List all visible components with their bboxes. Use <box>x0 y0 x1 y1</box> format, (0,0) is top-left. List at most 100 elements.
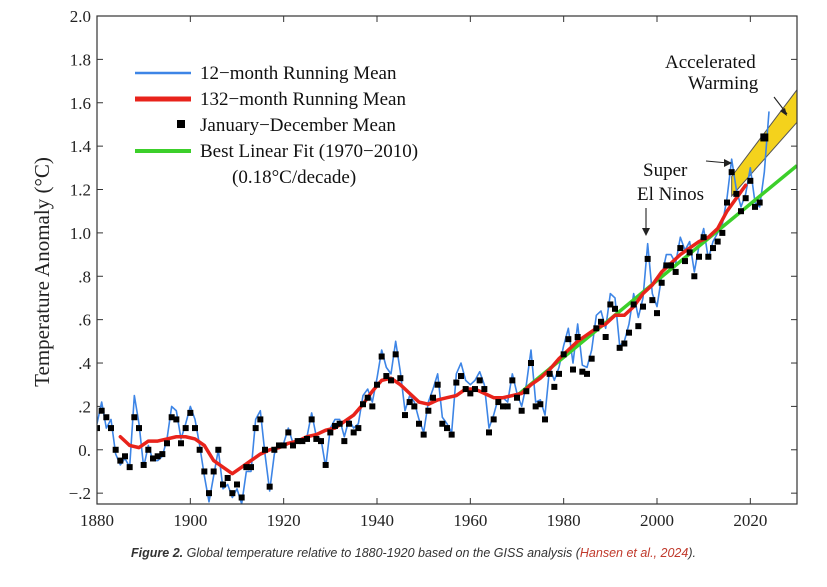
x-tick-label: 1880 <box>80 511 114 530</box>
annotation-super-arrowhead-left <box>642 228 650 236</box>
annual-mean-point <box>546 370 553 377</box>
annual-mean-point <box>173 416 180 423</box>
legend-label-12month: 12−month Running Mean <box>200 63 397 84</box>
annual-mean-point <box>346 420 352 427</box>
annual-mean-point <box>490 416 497 423</box>
annual-mean-point <box>112 446 119 453</box>
annual-mean-point <box>360 401 366 408</box>
y-tick-label: 1.2 <box>70 181 91 200</box>
annual-mean-point <box>472 386 478 393</box>
annual-mean-point <box>434 381 441 388</box>
annual-mean-point <box>509 377 516 384</box>
annual-mean-point <box>649 297 656 304</box>
annual-mean-point <box>584 370 590 377</box>
annual-mean-point <box>607 301 614 308</box>
caption-text: Global temperature relative to 1880-1920… <box>183 546 580 560</box>
annual-mean-point <box>677 245 684 252</box>
annual-mean-point <box>280 442 287 449</box>
accelerated-warming-band <box>731 88 797 198</box>
annual-mean-point <box>504 403 511 410</box>
legend-label-fit: Best Linear Fit (1970−2010) <box>200 141 418 162</box>
annotation-super-arrowhead-right <box>724 159 732 167</box>
annual-mean-point <box>570 366 576 373</box>
annual-mean-point <box>626 329 632 336</box>
annual-mean-point <box>682 258 688 265</box>
annual-mean-point <box>458 373 464 380</box>
annual-mean-point <box>285 429 292 436</box>
annual-mean-point <box>710 245 716 252</box>
annual-mean-point <box>635 323 642 330</box>
annotation-accelerated-arrowhead <box>780 108 787 116</box>
annual-mean-point <box>168 414 175 421</box>
x-tick-label: 2020 <box>733 511 767 530</box>
annual-mean-point <box>364 394 371 401</box>
annual-mean-point <box>229 490 236 497</box>
annual-mean-point <box>742 195 749 202</box>
y-tick-label: .8 <box>78 267 91 286</box>
annual-mean-point <box>196 446 203 453</box>
annual-mean-point <box>760 133 769 142</box>
annual-mean-point <box>481 386 488 393</box>
annual-mean-point <box>448 431 455 438</box>
annual-mean-point <box>388 377 394 384</box>
annual-mean-point <box>411 403 418 410</box>
figure-caption: Figure 2. Global temperature relative to… <box>0 546 827 560</box>
annual-mean-point <box>658 279 665 286</box>
annual-mean-point <box>486 429 492 436</box>
annual-mean-point <box>747 177 754 184</box>
annual-mean-point <box>201 468 208 475</box>
annual-mean-point <box>187 409 194 416</box>
annual-mean-point <box>122 453 128 460</box>
annotation-accelerated-line2: Warming <box>688 73 759 94</box>
annual-mean-point <box>616 344 623 351</box>
annotation-accelerated-line1: Accelerated <box>665 52 756 73</box>
annual-mean-point <box>332 422 338 429</box>
annual-mean-point <box>691 273 698 280</box>
annual-mean-point <box>518 407 525 414</box>
annual-mean-point <box>140 461 147 468</box>
annual-mean-point <box>336 420 343 427</box>
annual-mean-point <box>313 435 320 442</box>
annual-mean-point <box>164 440 170 447</box>
legend-label-132month: 132−month Running Mean <box>200 89 406 110</box>
annual-mean-point <box>672 268 679 275</box>
y-axis-title: Temperature Anomaly (°C) <box>30 157 54 387</box>
annual-mean-point <box>117 457 124 464</box>
annual-mean-point <box>696 253 702 260</box>
annual-mean-point <box>579 368 586 375</box>
annual-mean-point <box>378 353 385 360</box>
annual-mean-point <box>752 203 758 210</box>
annual-mean-point <box>210 468 217 475</box>
annual-mean-point <box>668 262 674 269</box>
annual-mean-point <box>574 333 581 340</box>
y-tick-label: 1.4 <box>70 137 92 156</box>
annotation-super-line1: Super <box>643 160 688 181</box>
x-tick-label: 1900 <box>173 511 207 530</box>
annual-mean-point <box>266 483 273 490</box>
series-line-132month <box>118 183 748 476</box>
annual-mean-point <box>108 425 114 432</box>
annotation-super-line2: El Ninos <box>637 184 704 205</box>
y-tick-label: −.2 <box>69 484 91 503</box>
annual-mean-point <box>271 446 278 453</box>
annual-mean-point <box>238 494 245 501</box>
annual-mean-point <box>224 474 231 481</box>
annual-mean-point <box>738 208 744 215</box>
plot-frame <box>96 15 798 505</box>
caption-citation-link[interactable]: Hansen et al., 2024 <box>579 546 689 560</box>
annual-mean-point <box>369 403 376 410</box>
annual-mean-point <box>542 416 548 423</box>
annual-mean-point <box>714 238 721 245</box>
x-tick-label: 1920 <box>267 511 301 530</box>
annual-mean-point <box>350 429 357 436</box>
annual-mean-point <box>182 425 189 432</box>
x-tick-label: 1940 <box>360 511 394 530</box>
annual-mean-point <box>304 435 310 442</box>
annual-mean-point <box>453 379 460 386</box>
annual-mean-point <box>551 383 558 390</box>
annual-mean-point <box>686 249 693 256</box>
annual-mean-point <box>318 438 324 445</box>
annual-mean-point <box>467 390 474 397</box>
annual-mean-point <box>663 262 670 269</box>
annual-mean-point <box>756 199 763 206</box>
